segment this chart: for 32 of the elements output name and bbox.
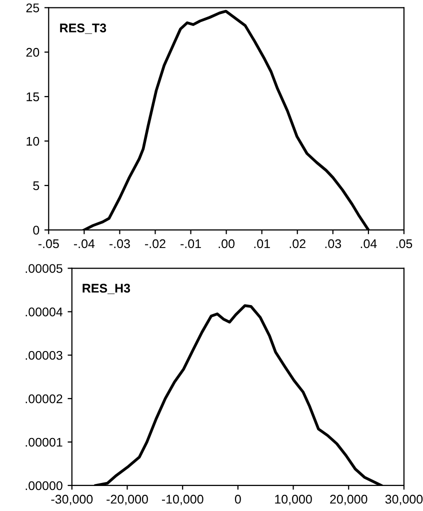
y-tick-label: 15 (26, 92, 40, 102)
x-tick-label: -.03 (109, 239, 130, 248)
x-tick-label: 0 (234, 494, 241, 504)
x-tick-label: -.02 (145, 239, 166, 248)
y-tick-label: .00000 (26, 481, 62, 490)
x-tick-label: -30,000 (51, 494, 93, 506)
x-tick-label: .00 (218, 239, 235, 248)
x-tick-label: -20,000 (106, 494, 148, 506)
y-tick-label: 10 (26, 136, 40, 146)
x-tick-label: .03 (325, 239, 342, 248)
y-tick-label: .00005 (26, 264, 62, 273)
text: RES_T3 (60, 24, 106, 34)
x-tick-label: 20,000 (330, 494, 368, 506)
x-tick-label: -.05 (38, 239, 59, 248)
x-tick-label: -.01 (180, 239, 201, 248)
x-tick-label: .02 (290, 239, 306, 248)
y-tick-label: 20 (26, 48, 40, 57)
y-tick-label: .00003 (26, 350, 62, 360)
y-tick-label: 25 (26, 3, 40, 12)
x-tick-label: -.04 (74, 239, 95, 248)
x-tick-label: .01 (254, 239, 270, 248)
y-tick-label: .00002 (26, 394, 62, 404)
y-tick-label: 5 (33, 181, 40, 190)
x-tick-label: 30,000 (385, 494, 423, 506)
x-tick-label: .05 (396, 239, 412, 248)
y-tick-label: .00001 (26, 438, 62, 447)
x-tick-label: .04 (360, 239, 377, 248)
y-tick-label: .00004 (26, 308, 63, 316)
x-tick-label: 10,000 (275, 494, 312, 506)
text: RES_H3 (82, 284, 130, 294)
y-tick-label: 0 (33, 226, 40, 235)
x-tick-label: -10,000 (162, 494, 204, 506)
